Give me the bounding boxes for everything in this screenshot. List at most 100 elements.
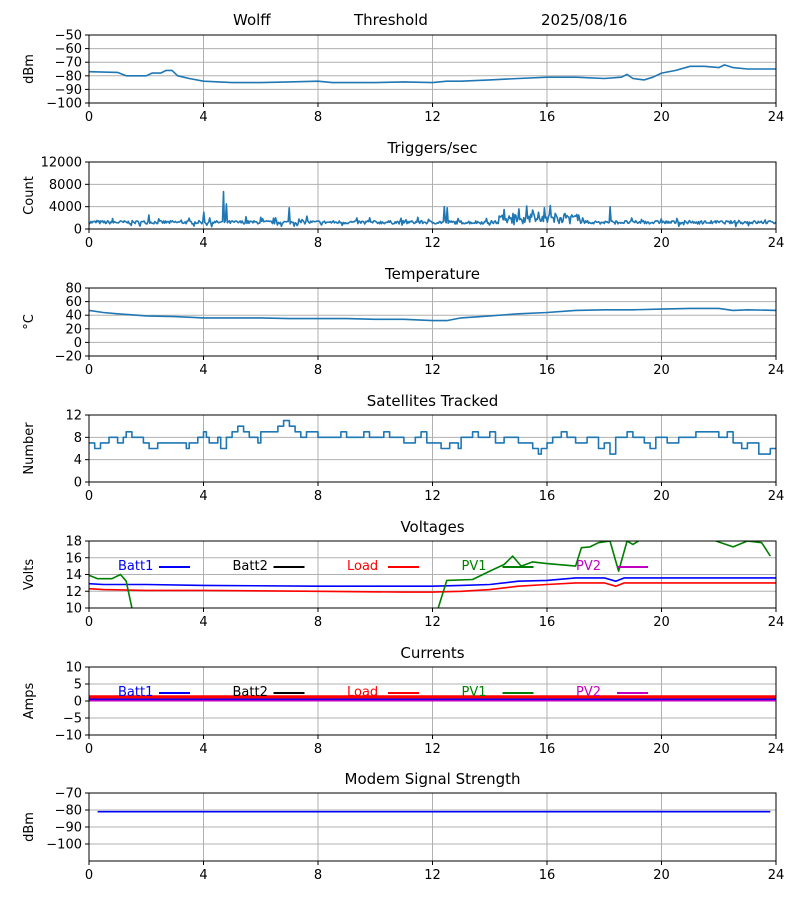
y-tick-label: 12000 [41, 156, 82, 171]
x-tick-label: 20 [653, 363, 670, 378]
x-tick-label: 4 [199, 236, 207, 251]
subplot-title: Satellites Tracked [367, 392, 498, 410]
x-tick-label: 12 [424, 868, 441, 883]
y-tick-label: −90 [55, 83, 82, 98]
subplot-1: 0 4 8 12 16 20 24 −100−90−80−70−60−50 dBm [22, 29, 784, 126]
x-tick-label: 24 [768, 615, 785, 630]
y-axis-label: Amps [22, 682, 37, 719]
subplot-title: Currents [400, 644, 464, 662]
series-group [89, 419, 776, 455]
x-tick-label: 0 [85, 489, 93, 504]
y-axis-label: Volts [22, 559, 37, 591]
y-tick-label: 16 [65, 551, 82, 566]
y-tick-label: 8000 [49, 178, 82, 193]
legend-label: PV1 [462, 685, 487, 700]
x-tick-label: 4 [199, 110, 207, 125]
y-tick-label: 0 [74, 476, 82, 491]
y-tick-label: 12 [65, 409, 82, 424]
y-tick-label: 60 [65, 295, 82, 310]
x-tick-label: 8 [314, 363, 322, 378]
x-tick-label: 16 [539, 489, 556, 504]
x-tick-label: 24 [768, 489, 785, 504]
subplot-4: 0 4 8 12 16 20 24 0 4 8 12 Satellites Tracked Number [22, 392, 784, 504]
x-tick-label: 4 [199, 868, 207, 883]
y-tick-label: 0 [74, 223, 82, 238]
subplot-title: Voltages [400, 518, 464, 536]
legend-label: PV2 [576, 685, 601, 700]
x-tick-label: 0 [85, 236, 93, 251]
x-tick-label: 12 [424, 236, 441, 251]
x-tick-label: 8 [314, 110, 322, 125]
subplot-2: 0 4 8 12 16 20 24 0 4000 8000 12000 Triggers/sec Cou… [22, 139, 784, 251]
x-tick-label: 12 [424, 110, 441, 125]
x-tick-label: 20 [653, 615, 670, 630]
x-tick-label: 8 [314, 489, 322, 504]
x-tick-label: 24 [768, 742, 785, 757]
x-tick-label: 20 [653, 868, 670, 883]
y-tick-label: −10 [55, 729, 82, 744]
x-tick-label: 12 [424, 363, 441, 378]
x-tick-label: 16 [539, 236, 556, 251]
subplot-title: Temperature [384, 265, 480, 283]
mode-label: Threshold [354, 11, 428, 29]
y-tick-label: 10 [65, 661, 82, 676]
y-tick-label: −80 [55, 69, 82, 84]
x-tick-label: 8 [314, 868, 322, 883]
series-group [89, 541, 776, 608]
station-name: Wolff [233, 11, 271, 29]
y-tick-label: 18 [65, 535, 82, 550]
legend-label: Batt1 [118, 685, 153, 700]
x-tick-label: 12 [424, 742, 441, 757]
x-tick-label: 4 [199, 615, 207, 630]
x-tick-label: 4 [199, 742, 207, 757]
x-tick-label: 16 [539, 615, 556, 630]
x-tick-label: 16 [539, 363, 556, 378]
y-tick-label: 10 [65, 602, 82, 617]
y-tick-label: −5 [63, 712, 82, 727]
x-tick-label: 20 [653, 236, 670, 251]
y-tick-label: −100 [46, 838, 82, 853]
series-line-load [89, 582, 776, 593]
x-tick-label: 0 [85, 110, 93, 125]
date-label: 2025/08/16 [541, 11, 628, 29]
x-tick-label: 0 [85, 363, 93, 378]
series-line-batt1 [89, 577, 776, 587]
y-tick-label: 12 [65, 585, 82, 600]
y-tick-label: 14 [65, 568, 82, 583]
x-tick-label: 0 [85, 868, 93, 883]
legend-label: PV2 [576, 559, 601, 574]
y-tick-label: 40 [65, 309, 82, 324]
x-tick-label: 0 [85, 615, 93, 630]
y-tick-label: 8 [74, 431, 82, 446]
y-tick-label: 0 [74, 336, 82, 351]
subplot-title: Modem Signal Strength [345, 770, 521, 788]
y-tick-label: 4 [74, 453, 82, 468]
x-tick-label: 20 [653, 742, 670, 757]
series-group [89, 695, 776, 702]
y-tick-label: −50 [55, 29, 82, 44]
legend-label: PV1 [462, 559, 487, 574]
subplot-title: Triggers/sec [387, 139, 478, 157]
y-tick-label: −70 [55, 56, 82, 71]
series-line-pv1 [89, 573, 133, 608]
subplot-7: 0 4 8 12 16 20 24 −100 −90 −80 −70 Modem Signal Str… [22, 770, 784, 883]
x-tick-label: 24 [768, 363, 785, 378]
series-group [89, 307, 776, 322]
x-tick-label: 8 [314, 615, 322, 630]
x-tick-label: 16 [539, 868, 556, 883]
y-tick-label: −70 [55, 787, 82, 802]
legend-label: Batt2 [233, 685, 268, 700]
x-tick-label: 20 [653, 110, 670, 125]
x-tick-label: 20 [653, 489, 670, 504]
y-axis-label: dBm [22, 812, 37, 842]
series-line-pv1 [715, 541, 771, 557]
x-tick-label: 12 [424, 615, 441, 630]
legend-label: Batt2 [233, 559, 268, 574]
legend-label: Load [347, 559, 378, 574]
series-line-trace [89, 307, 776, 322]
y-tick-label: −60 [55, 42, 82, 57]
x-tick-label: 24 [768, 868, 785, 883]
